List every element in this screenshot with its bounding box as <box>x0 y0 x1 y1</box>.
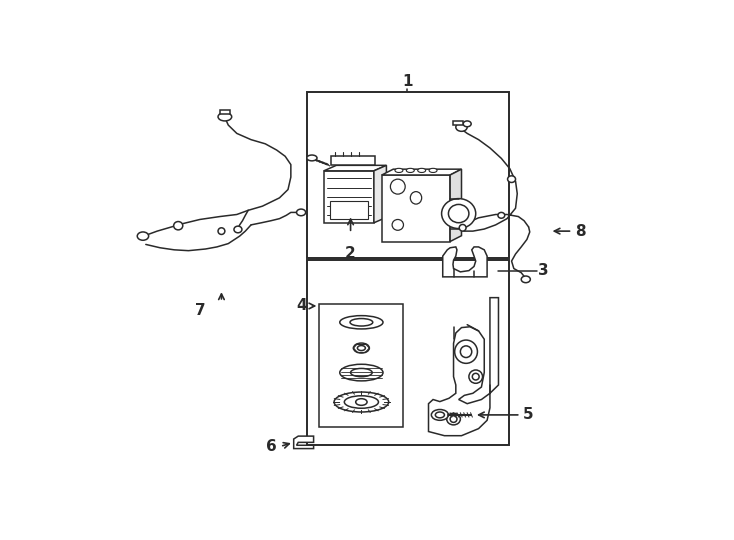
Polygon shape <box>450 169 462 241</box>
Polygon shape <box>324 165 386 171</box>
Polygon shape <box>382 169 462 175</box>
Ellipse shape <box>392 219 404 230</box>
Ellipse shape <box>356 399 367 406</box>
Bar <box>319 304 404 427</box>
Ellipse shape <box>137 232 148 240</box>
Ellipse shape <box>459 225 466 231</box>
Bar <box>330 201 368 219</box>
Ellipse shape <box>390 179 405 194</box>
Ellipse shape <box>508 176 515 183</box>
Polygon shape <box>443 247 487 277</box>
Ellipse shape <box>307 155 317 161</box>
Text: 2: 2 <box>345 246 356 261</box>
Text: 4: 4 <box>296 299 307 313</box>
Ellipse shape <box>447 413 460 425</box>
Ellipse shape <box>357 346 366 350</box>
Bar <box>219 110 230 114</box>
Text: 6: 6 <box>266 439 277 454</box>
Ellipse shape <box>498 212 505 218</box>
Ellipse shape <box>454 340 477 363</box>
Ellipse shape <box>429 168 437 172</box>
Ellipse shape <box>340 316 383 329</box>
Bar <box>307 260 509 445</box>
Ellipse shape <box>521 276 531 282</box>
Ellipse shape <box>334 392 389 412</box>
Bar <box>330 156 375 165</box>
Bar <box>324 171 374 223</box>
Ellipse shape <box>435 412 445 418</box>
Text: 3: 3 <box>538 263 549 278</box>
Ellipse shape <box>218 113 232 121</box>
Ellipse shape <box>469 370 482 383</box>
Text: 5: 5 <box>523 407 534 422</box>
Ellipse shape <box>344 396 379 408</box>
Ellipse shape <box>460 346 472 357</box>
Text: 1: 1 <box>402 74 413 89</box>
Ellipse shape <box>456 123 468 131</box>
Bar <box>307 92 509 258</box>
Ellipse shape <box>407 168 414 172</box>
Ellipse shape <box>340 364 383 381</box>
Ellipse shape <box>410 192 421 204</box>
Ellipse shape <box>442 199 476 228</box>
Ellipse shape <box>450 416 457 422</box>
Ellipse shape <box>297 209 305 216</box>
Ellipse shape <box>472 373 479 380</box>
Bar <box>453 121 463 125</box>
Ellipse shape <box>351 368 372 377</box>
Ellipse shape <box>418 168 426 172</box>
Polygon shape <box>374 165 386 223</box>
Ellipse shape <box>432 409 448 420</box>
Polygon shape <box>429 298 498 436</box>
Ellipse shape <box>448 205 469 222</box>
Ellipse shape <box>395 168 403 172</box>
Ellipse shape <box>174 221 183 230</box>
Ellipse shape <box>350 319 373 326</box>
Ellipse shape <box>218 228 225 234</box>
Ellipse shape <box>354 343 369 353</box>
Polygon shape <box>294 436 313 449</box>
Bar <box>382 175 450 241</box>
Text: 7: 7 <box>195 303 205 319</box>
Ellipse shape <box>463 121 471 127</box>
Ellipse shape <box>234 226 242 233</box>
Text: 8: 8 <box>575 224 586 239</box>
